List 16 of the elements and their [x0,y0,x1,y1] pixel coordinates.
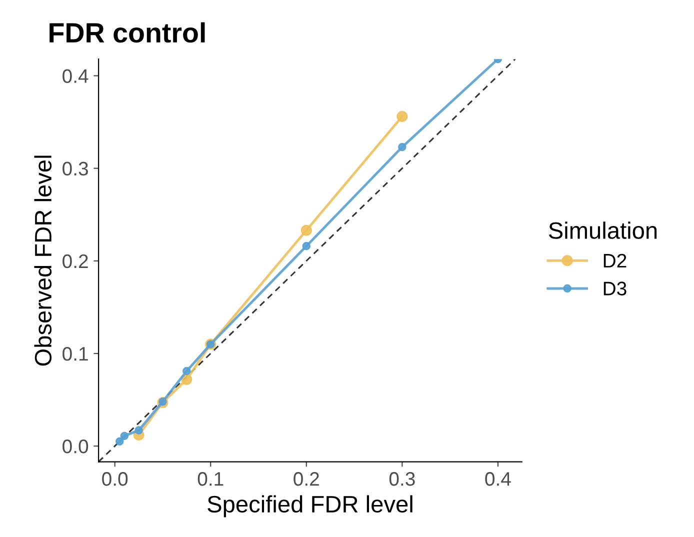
y-tick-label: 0.3 [62,162,88,176]
y-tick-label: 0.2 [62,254,88,268]
y-tick-label: 0.1 [62,346,88,361]
y-tick-label: 0.4 [62,69,88,83]
x-tick-label: 0.2 [294,472,319,486]
x-axis-title: Specified FDR level [208,495,412,518]
y-axis-title: Observed FDR level [34,156,52,366]
x-tick-label: 0.0 [102,472,128,486]
chart-title: FDR control [50,22,205,43]
x-tick-label: 0.1 [198,472,224,486]
legend-title: Simulation [548,222,657,239]
y-tick-label: 0.0 [62,440,88,454]
legend-label: D3 [604,282,626,296]
legend-label: D2 [604,254,626,268]
x-tick-label: 0.3 [389,472,415,486]
x-tick-label: 0.4 [485,472,511,486]
